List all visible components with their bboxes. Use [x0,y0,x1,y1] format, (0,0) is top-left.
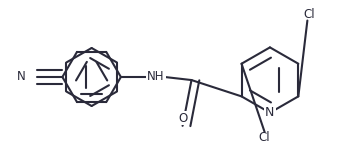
Text: NH: NH [147,71,165,83]
Text: N: N [265,106,275,119]
Text: Cl: Cl [259,131,270,144]
Text: O: O [178,112,187,125]
Text: Cl: Cl [303,8,315,21]
Text: N: N [17,71,26,83]
